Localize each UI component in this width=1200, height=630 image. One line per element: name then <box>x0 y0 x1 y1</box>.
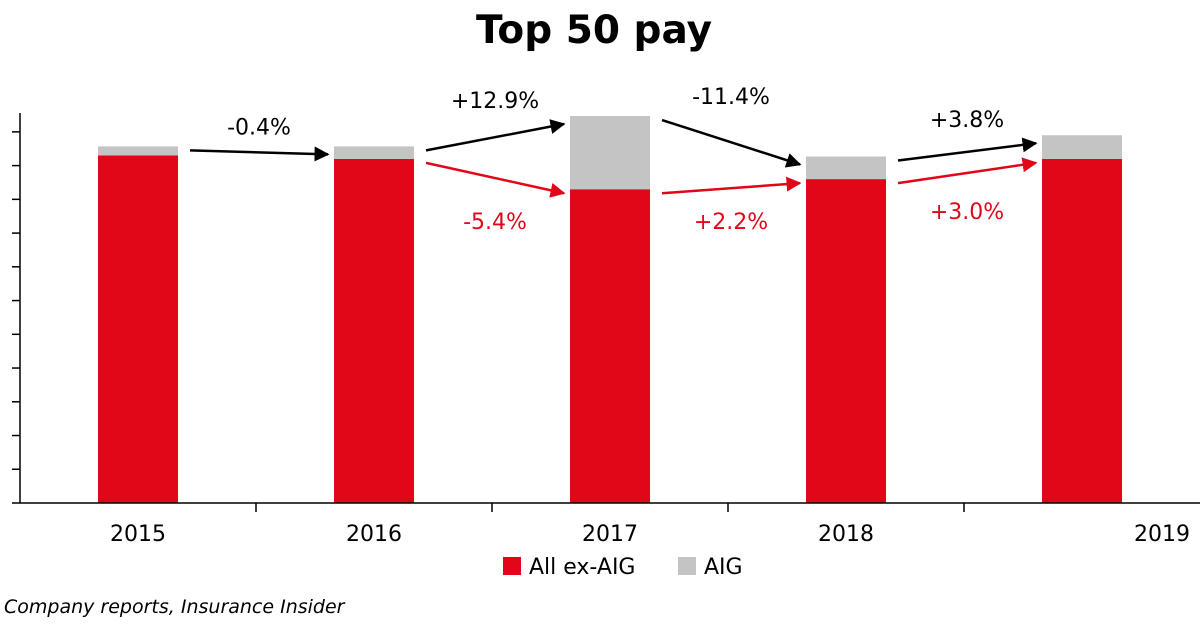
arrows-layer: -0.4% +12.9% -5.4% -11.4% +2.2% +3.8% +3.0% <box>189 85 1038 235</box>
change-label-total: +12.9% <box>451 89 539 114</box>
change-label-ex-aig: -5.4% <box>463 210 527 235</box>
change-arrow-ex-aig <box>897 157 1038 185</box>
change-label-total: -0.4% <box>227 115 291 140</box>
bar-aig-2018 <box>806 156 886 180</box>
bar-all-ex-aig-2016 <box>334 158 414 503</box>
change-arrow-ex-aig <box>661 176 802 195</box>
legend-label-all-ex-aig: All ex-AIG <box>529 555 635 580</box>
legend: All ex-AIG AIG <box>503 555 743 580</box>
change-label-total: +3.8% <box>930 108 1004 133</box>
bar-aig-2019 <box>1042 135 1122 159</box>
bar-aig-2016 <box>334 146 414 159</box>
source-note: Company reports, Insurance Insider <box>4 596 345 618</box>
change-label-total: -11.4% <box>692 85 770 110</box>
change-label-ex-aig: +3.0% <box>930 200 1004 225</box>
change-arrow-total <box>897 137 1038 162</box>
chart-title: Top 50 pay <box>475 8 713 53</box>
change-arrow-total <box>189 146 330 162</box>
x-tick-label-2016: 2016 <box>346 522 402 547</box>
bar-all-ex-aig-2017 <box>570 189 650 504</box>
change-arrow-ex-aig <box>425 161 566 198</box>
change-label-ex-aig: +2.2% <box>694 210 768 235</box>
x-tick-label-2018: 2018 <box>818 522 874 547</box>
legend-swatch-aig <box>678 557 696 575</box>
legend-label-aig: AIG <box>704 555 743 580</box>
x-tick-label-2017: 2017 <box>582 522 638 547</box>
legend-swatch-all-ex-aig <box>503 557 521 575</box>
x-tick-label-2015: 2015 <box>110 522 166 547</box>
axis-layer: 2015 2016 2017 2018 2019 <box>12 113 1200 547</box>
x-tick-label-2019: 2019 <box>1134 522 1190 547</box>
bars-layer <box>98 116 1122 504</box>
change-arrow-total <box>661 118 802 168</box>
bar-aig-2015 <box>98 146 178 156</box>
bar-all-ex-aig-2015 <box>98 155 178 504</box>
bar-aig-2017 <box>570 116 650 190</box>
bar-all-ex-aig-2018 <box>806 179 886 503</box>
bar-all-ex-aig-2019 <box>1042 158 1122 503</box>
change-arrow-total <box>425 119 566 152</box>
